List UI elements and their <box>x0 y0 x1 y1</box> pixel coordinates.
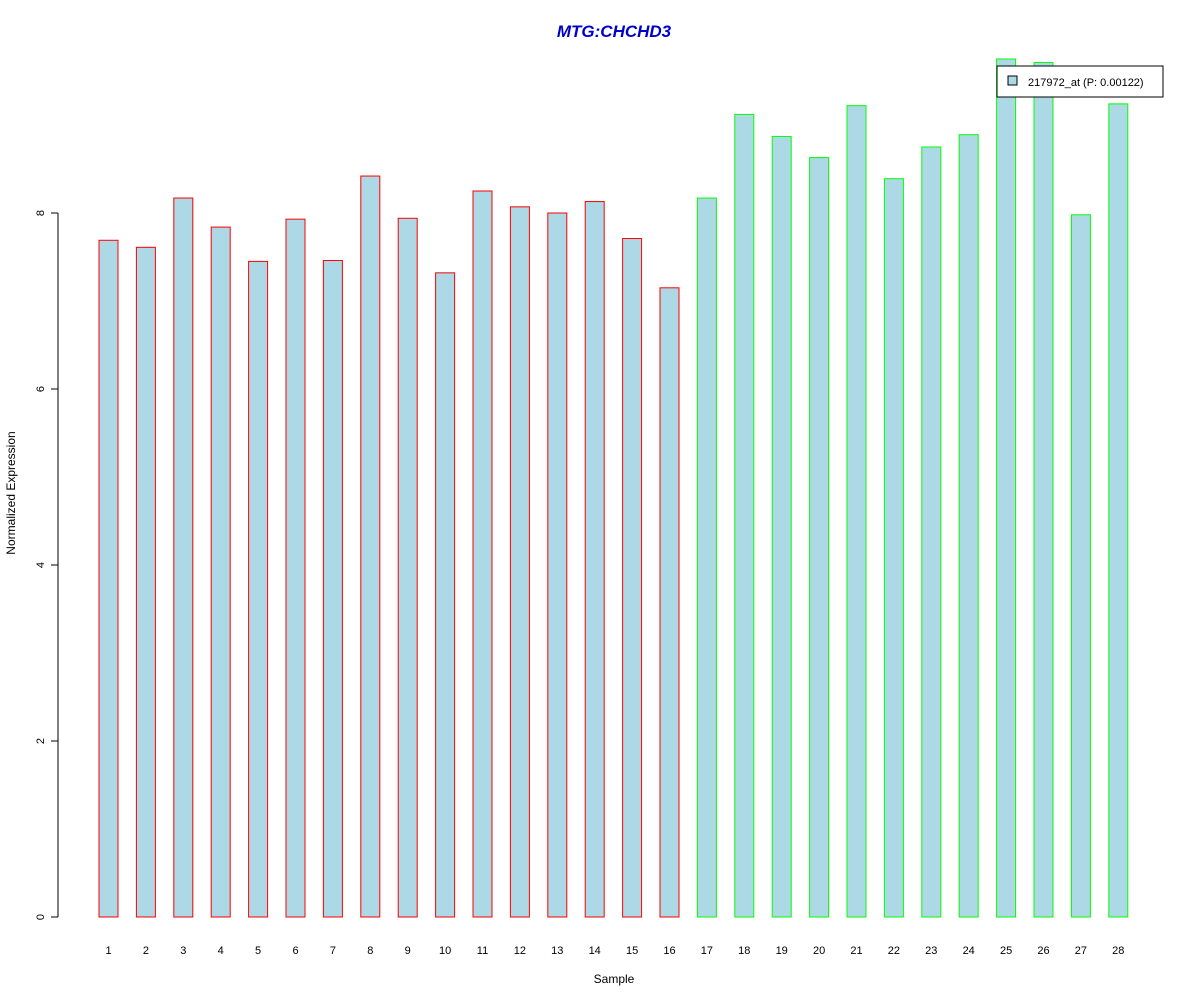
x-axis-ticks: 1 2 3 4 5 6 7 8 9 10 11 12 13 14 15 16 17 18 19 20 21 22 23 24 2… <box>105 945 1124 957</box>
x-tick-label: 8 <box>367 945 373 957</box>
bar <box>397 217 418 918</box>
x-tick-label: 23 <box>925 945 937 957</box>
bar <box>547 212 568 918</box>
bar <box>846 105 867 918</box>
bar <box>584 201 605 918</box>
bar <box>696 197 717 918</box>
legend-entry-label: 217972_at (P: 0.00122) <box>1028 77 1144 89</box>
y-axis: 0 2 4 6 8 <box>35 210 59 920</box>
bar <box>173 197 194 918</box>
bar <box>809 157 830 918</box>
x-tick-label: 25 <box>1000 945 1012 957</box>
bar <box>996 58 1017 918</box>
bar <box>322 260 343 918</box>
x-tick-label: 20 <box>813 945 825 957</box>
bar <box>98 239 119 918</box>
chart-title: MTG:CHCHD3 <box>557 22 672 41</box>
x-tick-label: 2 <box>143 945 149 957</box>
bars <box>98 58 1129 918</box>
bar <box>883 178 904 918</box>
x-tick-label: 15 <box>626 945 638 957</box>
bar <box>659 287 680 918</box>
x-tick-label: 24 <box>963 945 975 957</box>
bar <box>360 175 381 918</box>
x-tick-label: 22 <box>888 945 900 957</box>
y-tick-label: 8 <box>35 210 47 216</box>
bar <box>435 272 456 918</box>
bar <box>771 135 792 918</box>
x-tick-label: 10 <box>439 945 451 957</box>
x-tick-label: 16 <box>663 945 675 957</box>
x-axis-label: Sample <box>594 972 635 986</box>
bar <box>509 206 530 918</box>
x-tick-label: 28 <box>1112 945 1124 957</box>
y-tick-label: 4 <box>35 562 47 568</box>
x-tick-label: 6 <box>292 945 298 957</box>
x-tick-label: 21 <box>850 945 862 957</box>
bar <box>921 146 942 918</box>
y-axis-label: Normalized Expression <box>4 431 18 554</box>
x-tick-label: 13 <box>551 945 563 957</box>
bar <box>210 226 231 918</box>
x-tick-label: 3 <box>180 945 186 957</box>
bar <box>472 190 493 918</box>
x-tick-label: 1 <box>105 945 111 957</box>
x-tick-label: 18 <box>738 945 750 957</box>
legend-box <box>996 65 1164 98</box>
x-tick-label: 12 <box>514 945 526 957</box>
bar <box>1033 62 1054 918</box>
bar <box>285 218 306 918</box>
y-tick-label: 2 <box>35 738 47 744</box>
x-tick-label: 19 <box>776 945 788 957</box>
bar <box>135 246 156 918</box>
x-tick-label: 26 <box>1037 945 1049 957</box>
x-tick-label: 4 <box>218 945 224 957</box>
legend-swatch <box>1007 75 1018 86</box>
x-tick-label: 17 <box>701 945 713 957</box>
y-tick-label: 6 <box>35 386 47 392</box>
bar <box>248 260 269 918</box>
bar <box>1070 214 1091 918</box>
x-tick-label: 11 <box>477 945 488 957</box>
x-tick-label: 7 <box>330 945 336 957</box>
bar <box>622 238 643 918</box>
bar <box>1108 103 1129 918</box>
x-tick-label: 14 <box>589 945 601 957</box>
x-tick-label: 27 <box>1075 945 1087 957</box>
y-tick-label: 0 <box>35 914 47 920</box>
bar <box>734 113 755 918</box>
legend: 217972_at (P: 0.00122) <box>996 65 1164 98</box>
x-tick-label: 9 <box>405 945 411 957</box>
x-tick-label: 5 <box>255 945 261 957</box>
bar <box>958 134 979 918</box>
